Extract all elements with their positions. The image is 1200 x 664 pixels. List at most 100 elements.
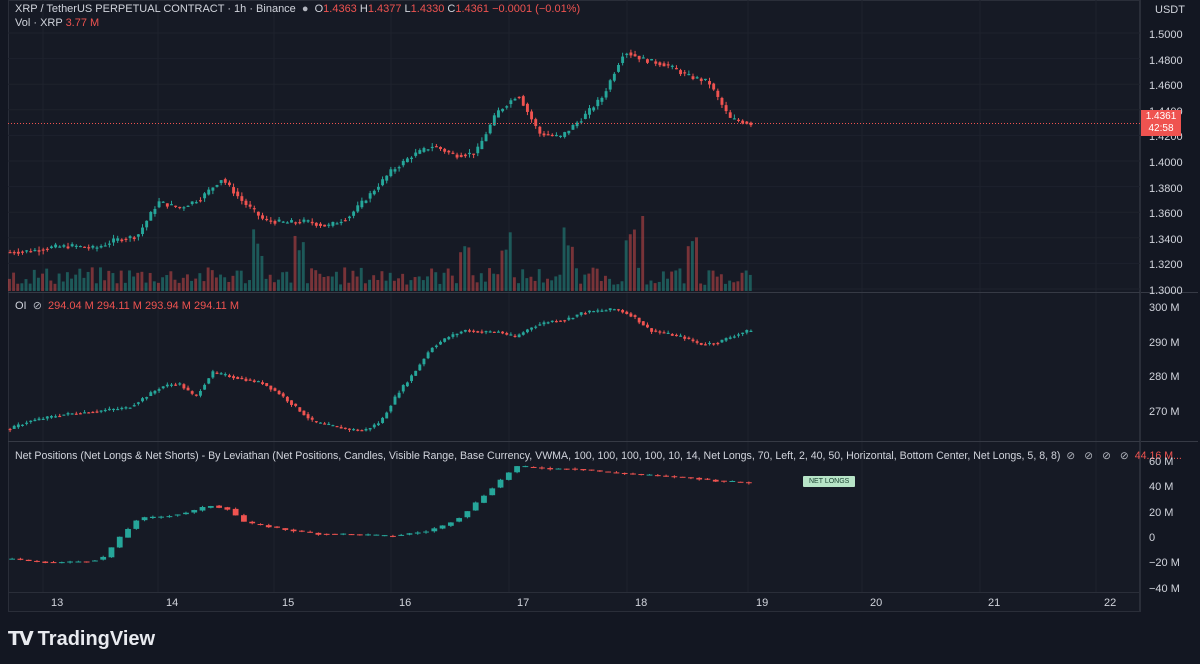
time-axis[interactable]: 13 14 15 16 17 18 19 20 21 22 bbox=[8, 592, 1140, 613]
oi-candle bbox=[666, 332, 670, 335]
price-candle bbox=[443, 148, 447, 152]
price-candle bbox=[157, 201, 161, 208]
oi-candle bbox=[596, 310, 600, 312]
volume-legend[interactable]: Vol · XRP 3.77 M bbox=[15, 17, 99, 29]
netpos-candle bbox=[580, 469, 587, 471]
volume-bar bbox=[90, 267, 94, 291]
visibility-icon[interactable]: ⊘ bbox=[1119, 450, 1129, 462]
volume-bar bbox=[707, 270, 711, 291]
symbol-title[interactable]: XRP / TetherUS PERPETUAL CONTRACT · 1h ·… bbox=[15, 3, 296, 15]
oi-candle bbox=[215, 372, 219, 374]
pane-separator[interactable] bbox=[8, 441, 1198, 442]
oi-candle bbox=[592, 311, 596, 313]
symbol-legend: XRP / TetherUS PERPETUAL CONTRACT · 1h ·… bbox=[15, 3, 581, 15]
chart-frame[interactable] bbox=[8, 0, 1140, 612]
oi-candle bbox=[430, 347, 434, 353]
volume-bar bbox=[123, 282, 127, 291]
price-candle bbox=[666, 64, 670, 66]
volume-bar bbox=[450, 275, 454, 291]
visibility-icon[interactable]: ⊘ bbox=[1066, 450, 1076, 462]
volume-value: 3.77 M bbox=[65, 17, 100, 29]
price-candle bbox=[327, 224, 331, 226]
volume-bar bbox=[140, 271, 144, 291]
volume-bar bbox=[185, 274, 189, 291]
price-candle bbox=[310, 221, 314, 224]
price-candle bbox=[50, 246, 53, 249]
oi-candle bbox=[161, 386, 165, 389]
oi-candle bbox=[716, 342, 720, 345]
price-candle bbox=[368, 193, 372, 199]
oi-candle bbox=[741, 332, 745, 335]
oi-candle bbox=[501, 331, 505, 334]
volume-bar bbox=[682, 283, 686, 291]
price-candle bbox=[277, 219, 281, 222]
volume-bar bbox=[268, 274, 272, 291]
oi-candle bbox=[207, 378, 211, 384]
price-candle bbox=[505, 106, 509, 108]
price-candle bbox=[418, 150, 422, 154]
price-candle bbox=[534, 119, 538, 126]
price-scale[interactable]: 1.50001.48001.46001.44001.42001.40001.38… bbox=[1140, 0, 1200, 612]
visibility-icon[interactable]: ⊘ bbox=[1084, 450, 1094, 462]
oi-candle bbox=[712, 343, 716, 345]
price-candle bbox=[364, 200, 368, 203]
volume-bar bbox=[748, 274, 752, 291]
volume-bar bbox=[690, 241, 694, 291]
time-axis-label: 22 bbox=[1104, 597, 1117, 609]
oi-candle bbox=[530, 327, 534, 330]
volume-bar bbox=[508, 232, 512, 291]
oi-candle bbox=[128, 407, 132, 409]
oi-candle bbox=[418, 364, 422, 371]
oi-candle bbox=[124, 407, 128, 409]
netpos-candle bbox=[9, 558, 16, 560]
oi-candle bbox=[447, 337, 451, 340]
price-candle bbox=[302, 219, 306, 222]
volume-bar bbox=[128, 270, 131, 291]
visibility-icon[interactable]: ⊘ bbox=[32, 300, 42, 312]
volume-bar bbox=[318, 273, 322, 291]
volume-bar bbox=[438, 283, 442, 291]
price-candle bbox=[339, 221, 343, 224]
volume-bar bbox=[243, 283, 247, 291]
netpos-candle bbox=[613, 472, 620, 474]
visibility-icon[interactable]: ⊘ bbox=[1102, 450, 1111, 462]
price-candle bbox=[240, 196, 244, 201]
price-candle bbox=[563, 132, 567, 137]
oi-legend[interactable]: OI ⊘ 294.04 M 294.11 M 293.94 M 294.11 M bbox=[15, 299, 239, 312]
price-candle bbox=[695, 77, 699, 79]
oi-candle bbox=[588, 310, 591, 313]
netpos-candle bbox=[439, 525, 446, 529]
volume-bar bbox=[612, 284, 616, 291]
price-candle bbox=[480, 140, 484, 150]
netpos-candle bbox=[116, 536, 123, 548]
oi-candle bbox=[637, 317, 641, 323]
price-candle bbox=[513, 98, 517, 101]
oi-candle bbox=[463, 329, 467, 332]
volume-bar bbox=[678, 268, 682, 291]
netpos-candle bbox=[298, 530, 305, 532]
price-candle bbox=[414, 152, 418, 156]
oi-candle bbox=[261, 382, 264, 385]
pane-separator[interactable] bbox=[8, 292, 1198, 293]
oi-candle bbox=[484, 331, 488, 333]
price-candle bbox=[107, 243, 111, 245]
oi-candle bbox=[319, 422, 322, 424]
oi-candle bbox=[298, 407, 302, 412]
oi-candle bbox=[203, 384, 207, 390]
netpos-legend[interactable]: Net Positions (Net Longs & Net Shorts) -… bbox=[15, 450, 1182, 462]
oi-candle bbox=[132, 405, 136, 407]
netpos-candle bbox=[688, 477, 694, 479]
volume-bar bbox=[49, 280, 53, 291]
oi-candle bbox=[625, 311, 629, 315]
volume-bar bbox=[161, 277, 165, 291]
oi-candle bbox=[107, 408, 111, 411]
volume-bar bbox=[301, 242, 305, 291]
oi-candle bbox=[91, 411, 95, 414]
price-candle bbox=[455, 154, 459, 158]
price-candle bbox=[484, 134, 488, 142]
volume-bar bbox=[604, 275, 607, 291]
currency-label[interactable]: USDT bbox=[1155, 4, 1185, 16]
oi-candle bbox=[103, 409, 107, 412]
chart-canvas[interactable] bbox=[8, 0, 1140, 592]
oi-candle bbox=[687, 337, 691, 339]
